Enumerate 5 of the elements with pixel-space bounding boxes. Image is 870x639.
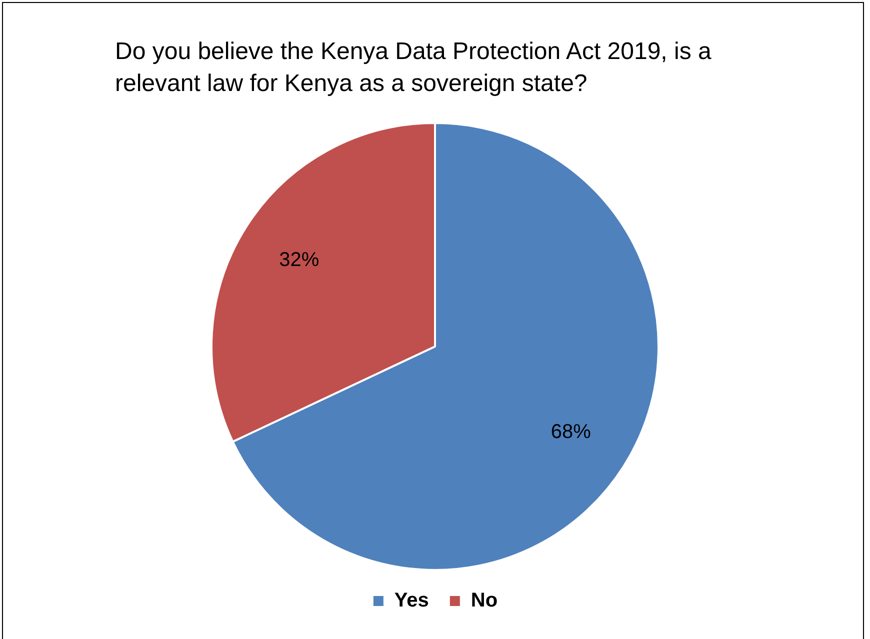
data-label: 68% (550, 421, 592, 444)
legend-label: No (470, 590, 498, 612)
legend-label: Yes (394, 590, 429, 612)
chart-title: Do you believe the Kenya Data Protection Act 2019, is a relevant law for Kenya as a sovereign state? (115, 37, 712, 99)
data-label: 32% (279, 248, 320, 271)
